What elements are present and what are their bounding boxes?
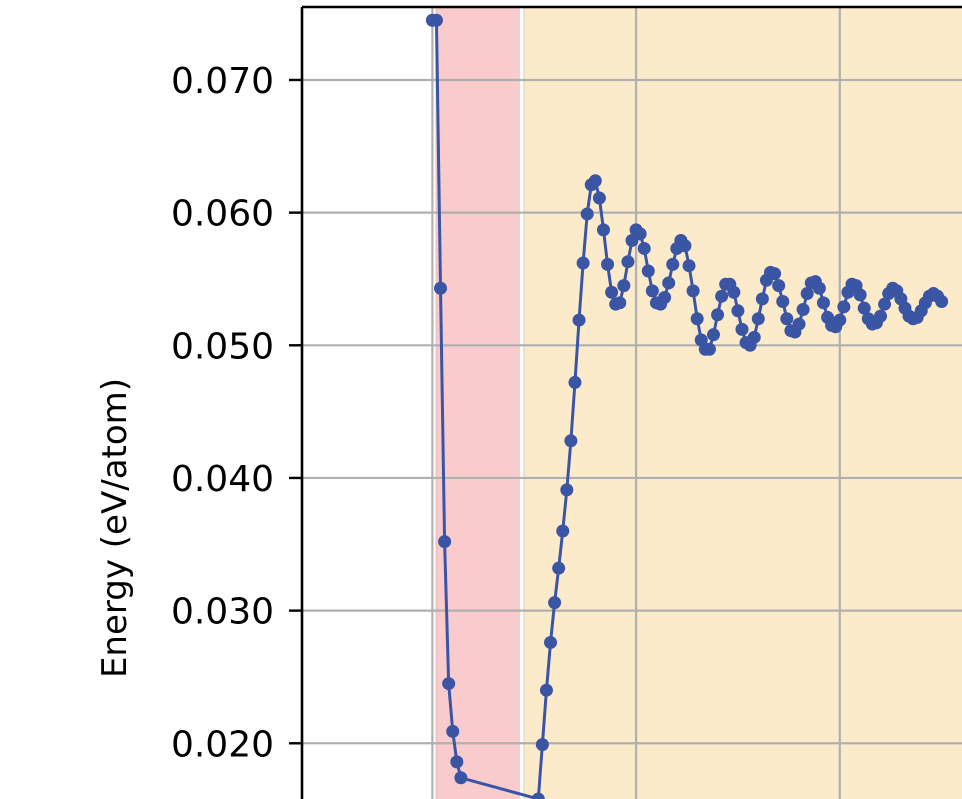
data-point <box>812 281 826 295</box>
y-tick-label: 0.040 <box>171 459 274 500</box>
y-axis-label: Energy (eV/atom) <box>95 378 135 678</box>
axes <box>300 5 962 799</box>
shaded-regions <box>435 7 962 799</box>
y-tick-label: 0.030 <box>171 592 274 633</box>
y-tick-label: 0.050 <box>171 326 274 367</box>
data-point <box>446 724 460 738</box>
data-point <box>544 635 558 649</box>
series-energy <box>425 13 949 799</box>
data-point <box>450 755 464 769</box>
data-point <box>853 288 867 302</box>
data-point <box>702 342 716 356</box>
data-point <box>666 257 680 271</box>
data-point <box>662 276 676 290</box>
data-point <box>560 483 574 497</box>
y-tick-label: 0.060 <box>171 194 274 235</box>
data-point <box>715 289 729 303</box>
data-point <box>438 535 452 549</box>
data-point <box>596 223 610 237</box>
data-point <box>658 291 672 305</box>
data-point <box>633 227 647 241</box>
grid <box>302 7 962 799</box>
data-point <box>617 279 631 293</box>
data-point <box>768 267 782 281</box>
data-point <box>576 256 590 270</box>
data-point <box>874 309 888 323</box>
data-point <box>564 434 578 448</box>
data-point <box>592 191 606 205</box>
data-point <box>800 287 814 301</box>
data-point <box>731 304 745 318</box>
data-point <box>605 285 619 299</box>
data-point <box>747 330 761 344</box>
data-point <box>711 308 725 322</box>
data-point <box>535 738 549 752</box>
data-point <box>531 792 545 799</box>
data-point <box>792 317 806 331</box>
data-point <box>780 312 794 326</box>
data-point <box>601 257 615 271</box>
data-point <box>442 677 456 691</box>
data-point <box>568 375 582 389</box>
data-point <box>637 241 651 255</box>
data-point <box>690 312 704 326</box>
data-point <box>755 292 769 306</box>
data-point <box>837 300 851 314</box>
data-point <box>434 281 448 295</box>
data-point <box>641 264 655 278</box>
data-point <box>552 561 566 575</box>
data-point <box>686 284 700 298</box>
data-point <box>878 297 892 311</box>
data-point <box>816 296 830 310</box>
y-tick-label: 0.020 <box>171 724 274 765</box>
data-point <box>857 301 871 315</box>
data-point <box>539 683 553 697</box>
data-point <box>556 524 570 538</box>
data-point <box>621 255 635 269</box>
data-point <box>645 284 659 298</box>
shaded-region-1 <box>436 7 520 799</box>
data-point <box>735 322 749 336</box>
data-point <box>454 771 468 785</box>
data-point <box>572 313 586 327</box>
data-point <box>682 259 696 273</box>
data-point <box>678 239 692 253</box>
data-point <box>613 296 627 310</box>
data-point <box>751 312 765 326</box>
data-point <box>706 328 720 342</box>
data-point <box>548 596 562 610</box>
data-point <box>935 295 949 309</box>
data-point <box>588 174 602 188</box>
data-point <box>727 285 741 299</box>
data-point <box>772 279 786 293</box>
y-axis-ticks: 0.020 0.030 0.040 0.050 0.060 0.070 <box>171 61 302 765</box>
data-point <box>833 313 847 327</box>
data-point <box>776 295 790 309</box>
data-point <box>796 302 810 316</box>
data-point <box>580 207 594 221</box>
shaded-region-2 <box>524 7 962 799</box>
data-point <box>429 13 443 27</box>
y-tick-label: 0.070 <box>171 61 274 102</box>
